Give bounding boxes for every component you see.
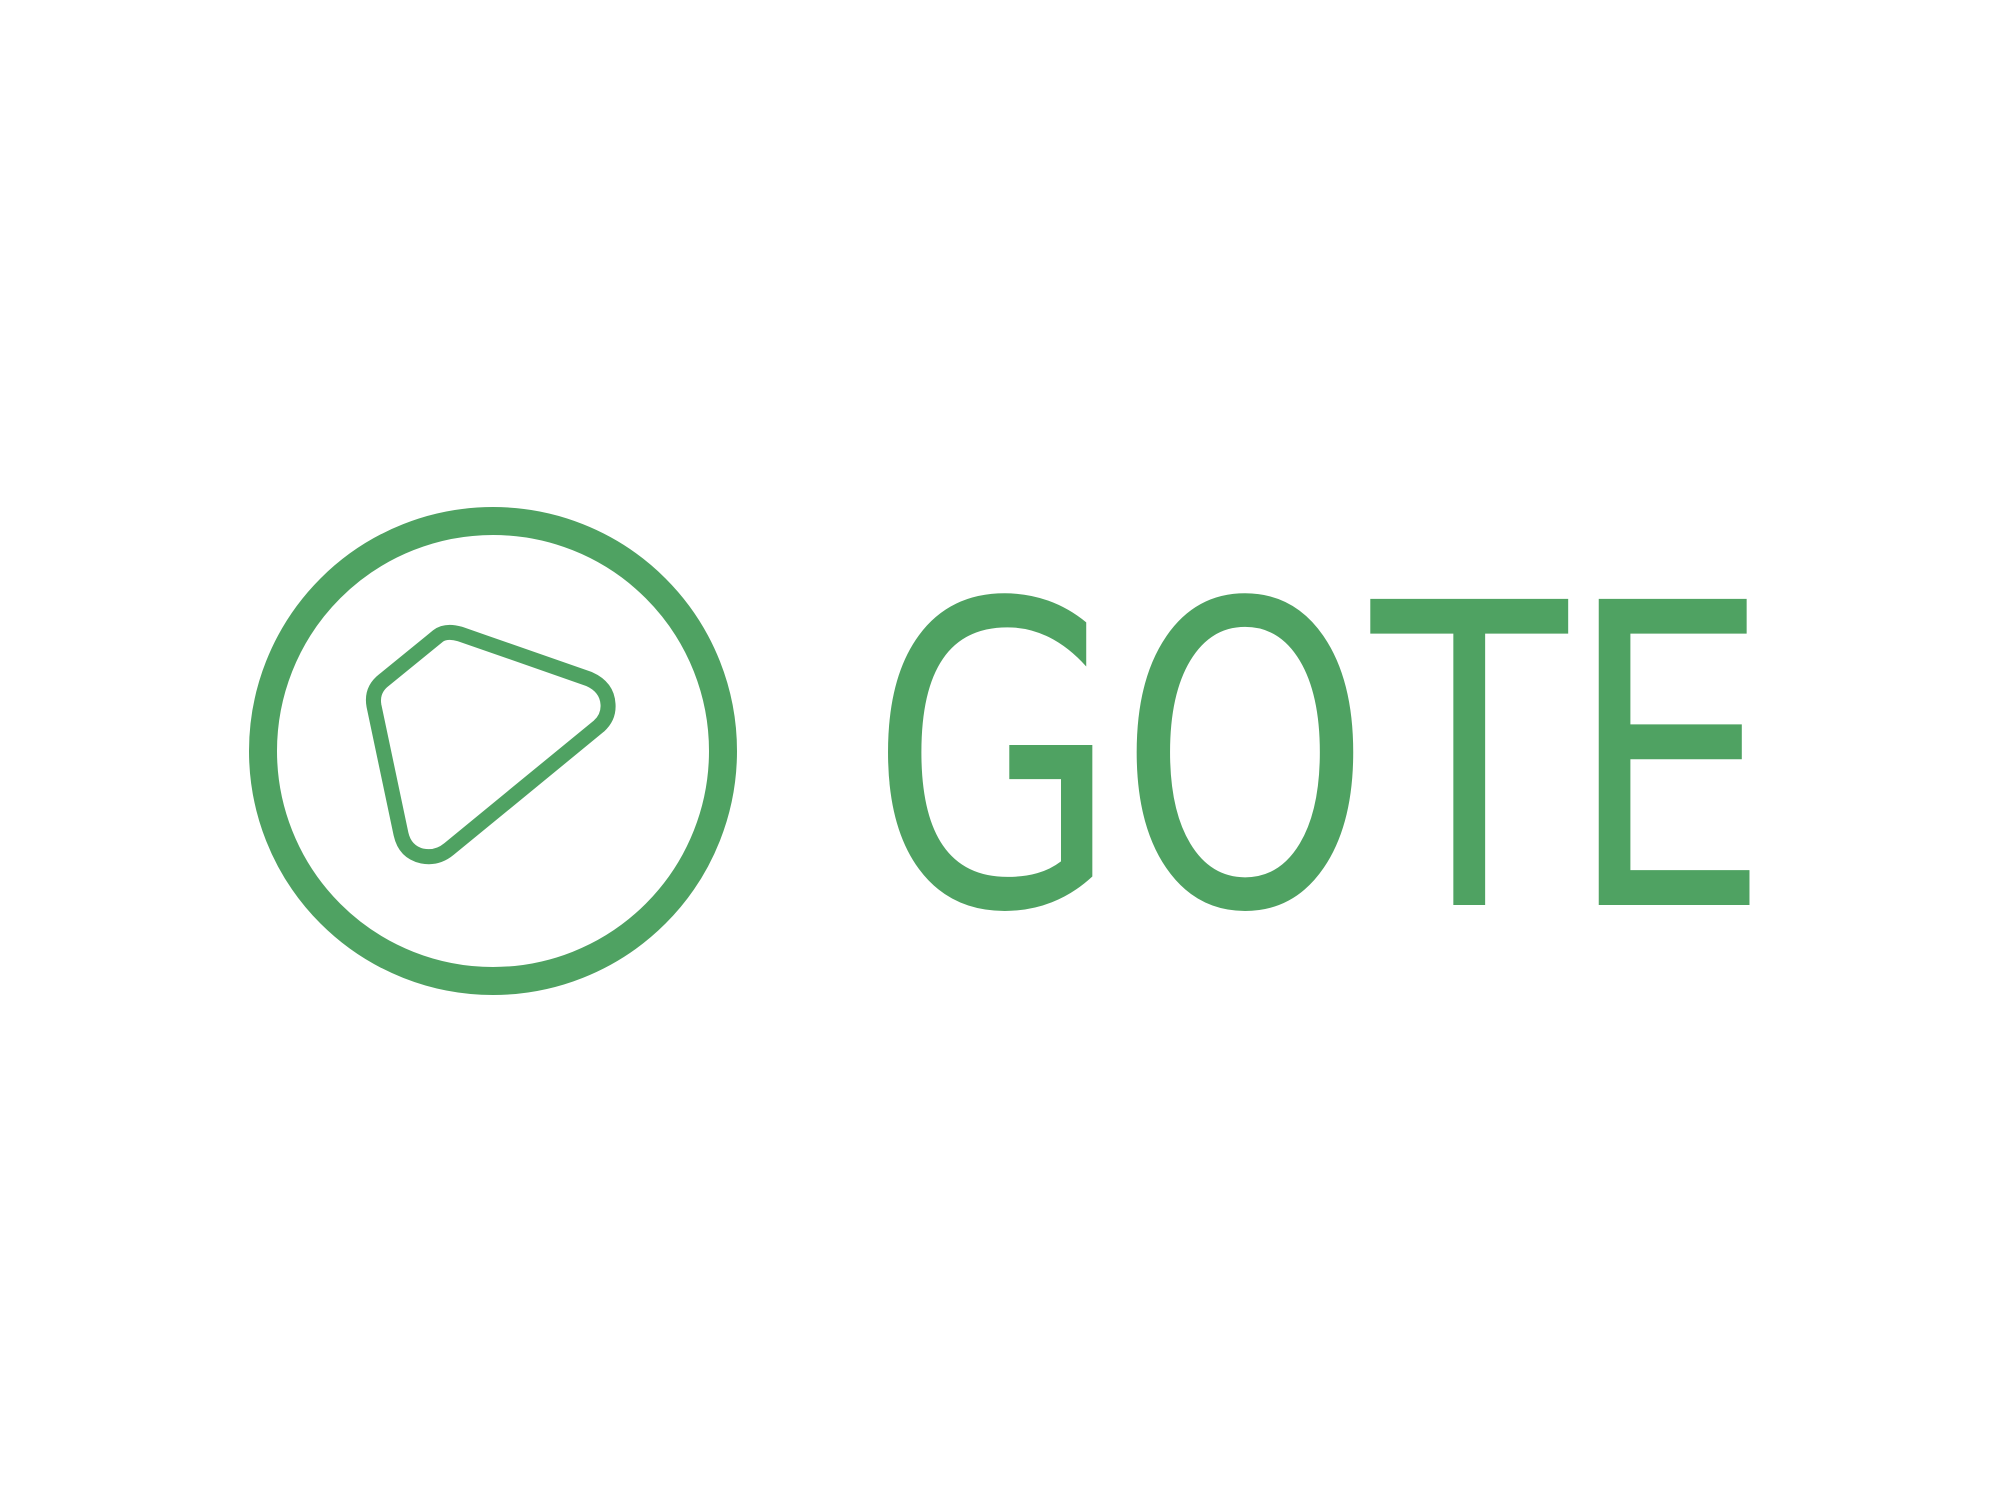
brand-wordmark: GOTE [870,516,1770,1005]
rounded-triangle-in-circle-icon [249,507,737,995]
logo-triangle [366,624,616,865]
brand-name: GOTE [870,516,1770,1005]
logo-ring [249,507,737,995]
